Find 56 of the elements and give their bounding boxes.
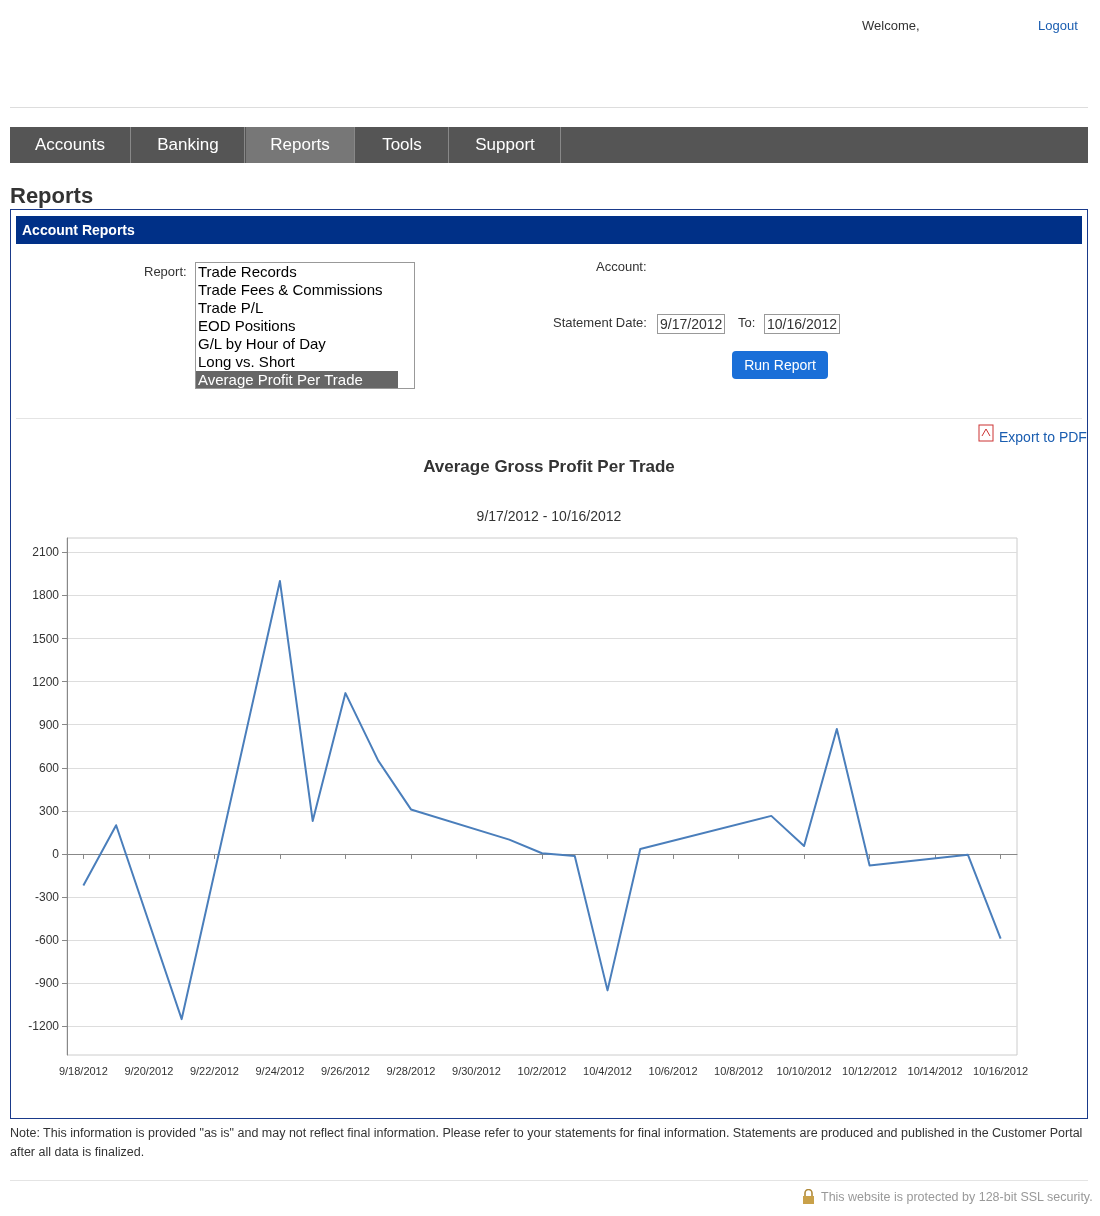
x-tick-label: 10/14/2012: [907, 1064, 963, 1077]
text: Account Reports: [22, 222, 135, 238]
y-tick-label: 1500: [32, 631, 60, 646]
x-tick-label: 9/30/2012: [452, 1064, 501, 1077]
text: Average Profit Per Trade: [196, 371, 398, 389]
text: Accounts: [10, 127, 131, 163]
x-tick-label: 9/22/2012: [189, 1064, 239, 1077]
text: Report:: [144, 264, 187, 279]
y-tick-label: -1200: [28, 1019, 60, 1034]
text: 10/16/2012: [764, 314, 841, 334]
x-tick-label: 10/6/2012: [648, 1064, 698, 1077]
line-series: [82, 580, 1002, 1021]
y-tick-label: -300: [34, 890, 60, 905]
text: Run Report: [732, 351, 828, 379]
y-tick-label: -900: [34, 976, 60, 991]
y-tick-label: 600: [38, 760, 60, 775]
text: Export to PDF: [999, 429, 1087, 445]
x-tick-label: 9/28/2012: [386, 1064, 436, 1077]
text: Banking: [132, 127, 245, 163]
x-tick-label: 10/4/2012: [583, 1064, 632, 1077]
x-tick-label: 10/12/2012: [842, 1064, 898, 1077]
y-tick-label: 900: [38, 717, 60, 732]
text: Trade P/L: [197, 299, 265, 317]
text: Tools: [356, 127, 449, 163]
text: Trade Records: [197, 263, 298, 281]
text: Support: [450, 127, 561, 163]
text: Reports: [10, 183, 94, 209]
text: Logout: [1038, 18, 1078, 33]
text: EOD Positions: [197, 317, 297, 335]
y-tick-label: 0: [52, 846, 60, 861]
x-tick-label: 10/2/2012: [517, 1064, 567, 1077]
text: Statement Date:: [553, 315, 647, 330]
x-tick-label: 9/18/2012: [58, 1064, 108, 1077]
chart-title: Average Gross Profit Per Trade: [423, 457, 675, 476]
x-tick-label: 10/16/2012: [973, 1064, 1029, 1077]
x-tick-label: 10/10/2012: [776, 1064, 832, 1077]
y-tick-label: 300: [38, 803, 60, 818]
x-tick-label: 10/8/2012: [714, 1064, 764, 1077]
text: Reports: [246, 127, 355, 163]
x-tick-label: 9/24/2012: [255, 1064, 305, 1077]
text: Trade Fees & Commissions: [197, 281, 384, 299]
text: Account:: [596, 259, 647, 274]
y-tick-label: 1800: [32, 588, 60, 603]
text: 9/17/2012: [657, 314, 726, 334]
y-tick-label: 2100: [32, 545, 60, 560]
text: Long vs. Short: [197, 353, 296, 371]
text: This website is protected by 128-bit SSL security.: [821, 1190, 1093, 1204]
y-tick-label: 1200: [32, 674, 60, 689]
text: G/L by Hour of Day: [197, 335, 327, 353]
y-tick-label: -600: [34, 933, 60, 948]
x-tick-label: 9/26/2012: [320, 1064, 370, 1077]
chart-subtitle: 9/17/2012 - 10/16/2012: [476, 508, 622, 524]
text: Note: This information is provided "as is" and may not reflect final information. Please refer to your statements for final information. Statements are produced and published in the Customer Portal after all data is finalized.: [10, 1125, 1084, 1161]
x-tick-label: 9/20/2012: [124, 1064, 174, 1077]
text: To:: [738, 315, 756, 330]
text: Welcome,: [862, 18, 920, 33]
